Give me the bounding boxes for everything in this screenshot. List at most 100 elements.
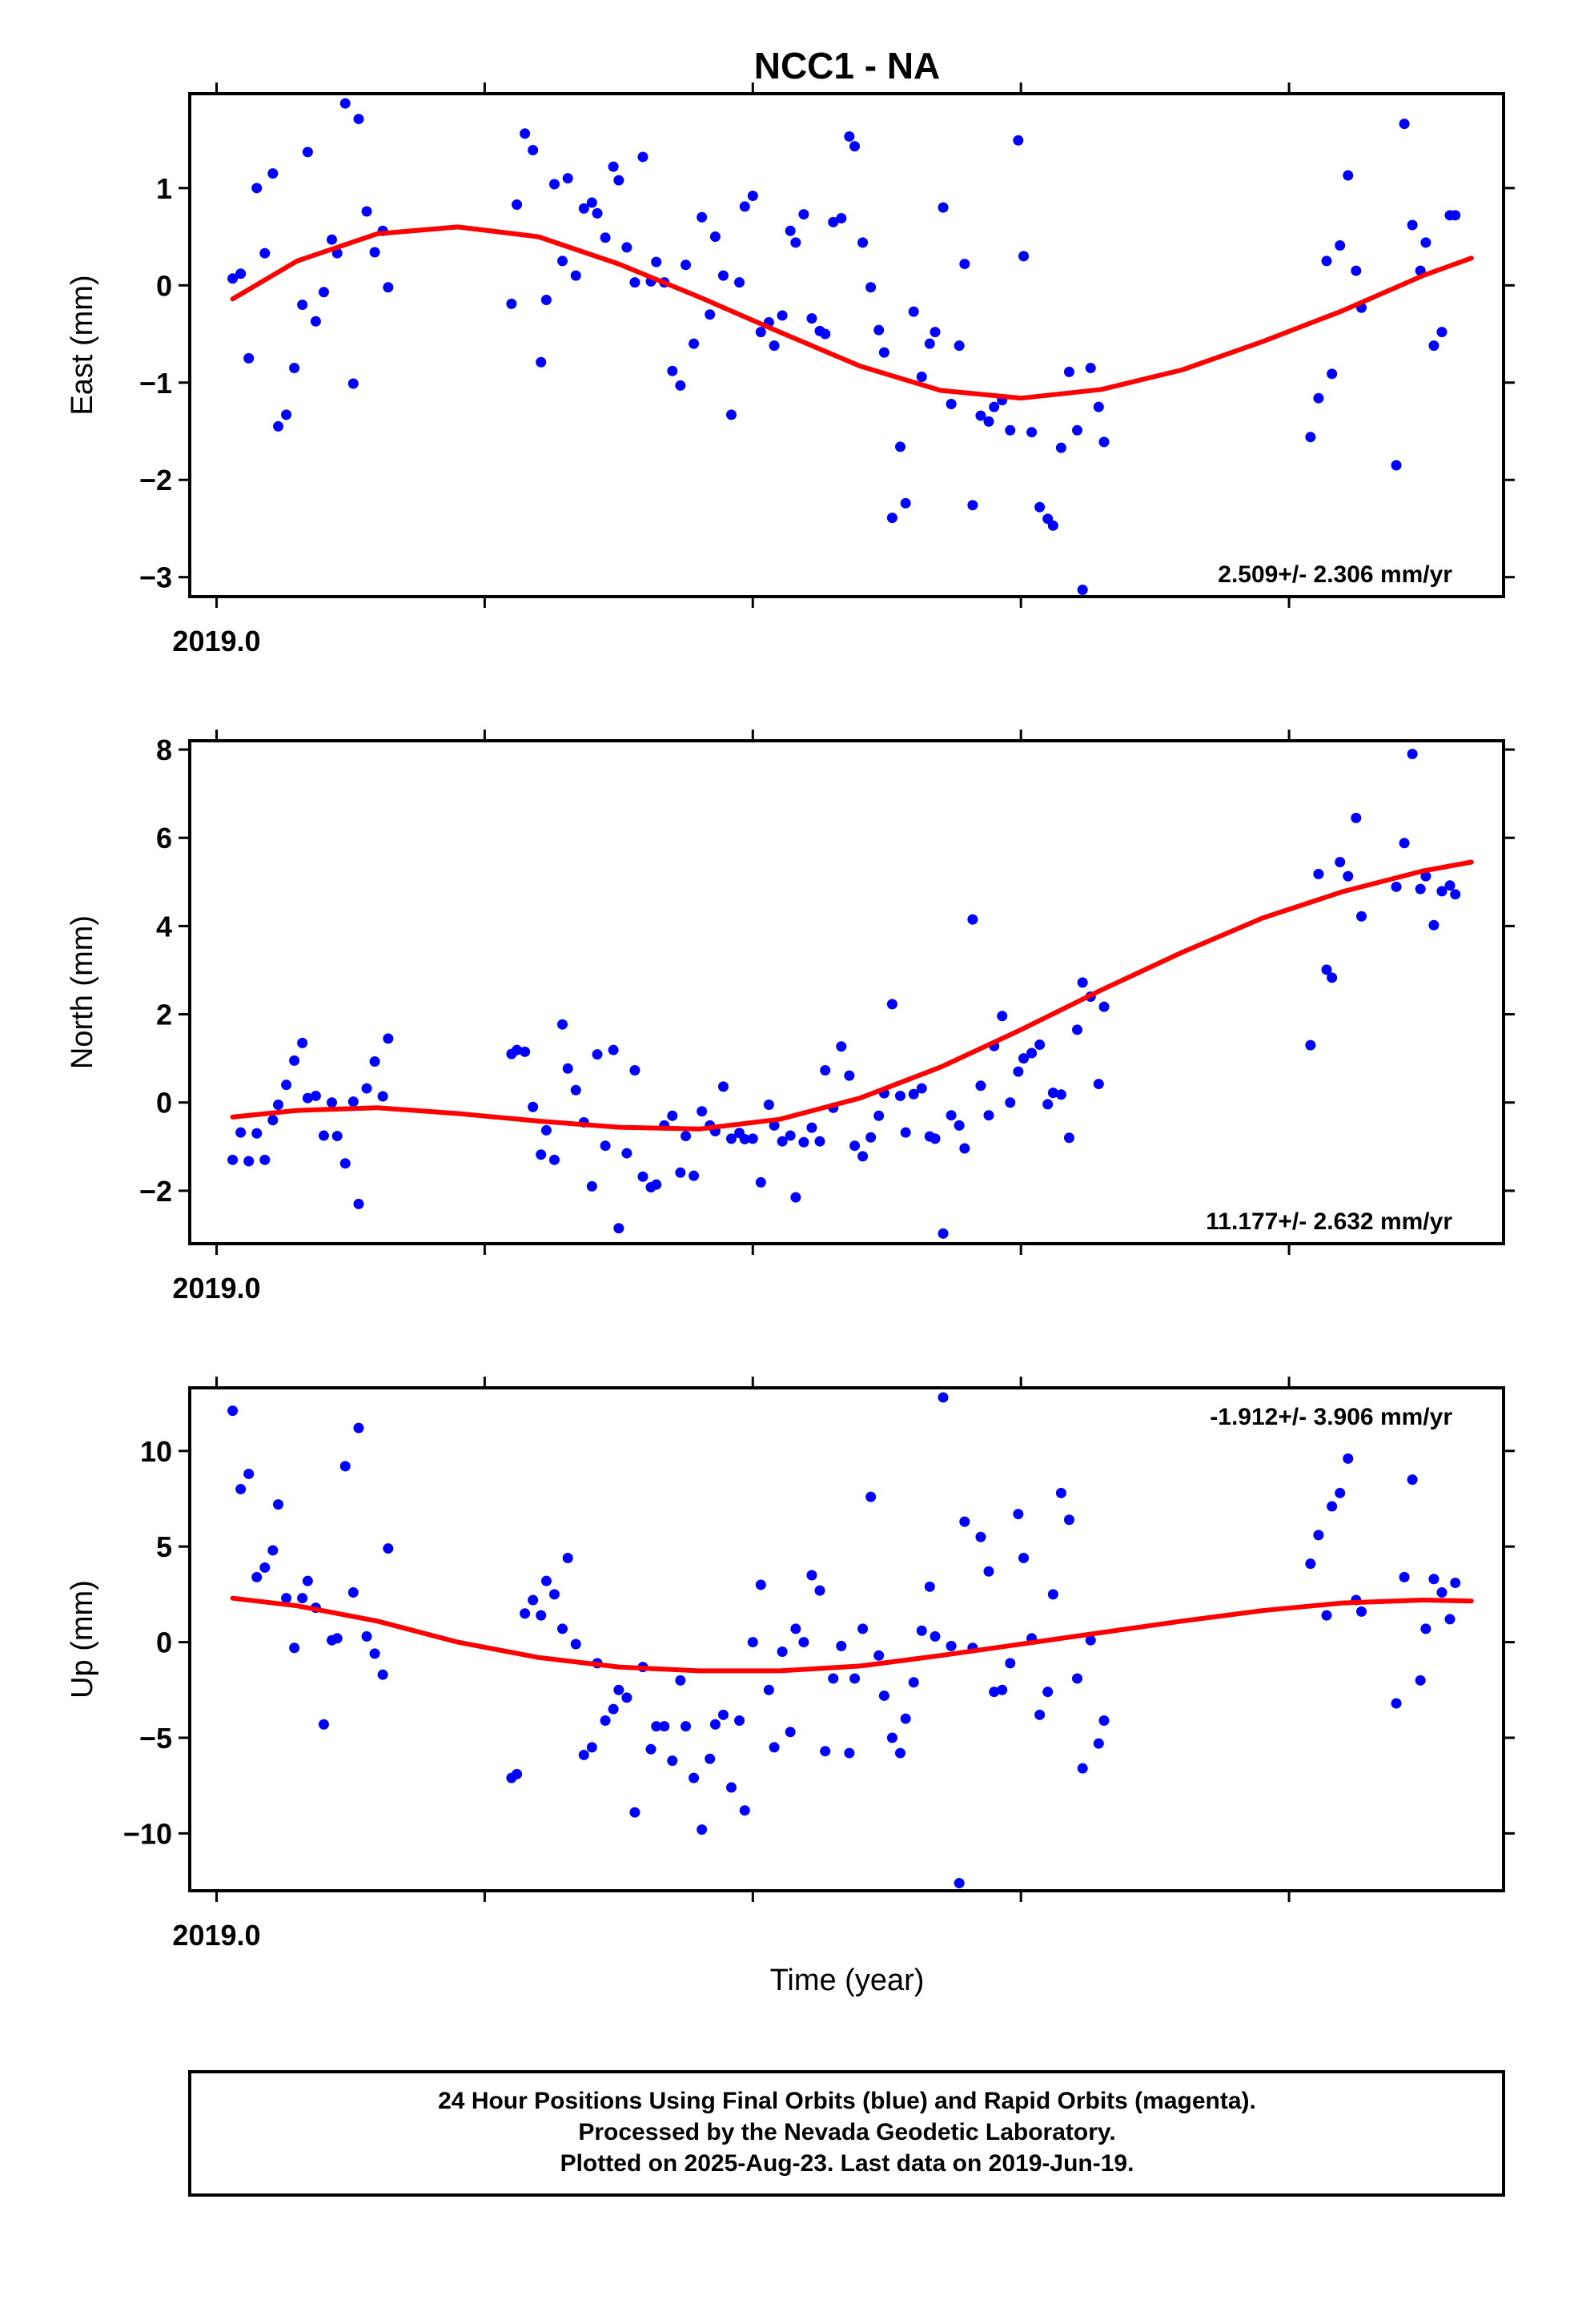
up-data-point [520, 1608, 531, 1619]
east-plot-frame [188, 92, 1505, 598]
east-data-point [562, 173, 573, 184]
north-data-point [1343, 870, 1354, 882]
east-data-point [681, 259, 692, 271]
east-data-point [886, 513, 897, 524]
up-data-point [790, 1623, 801, 1634]
up-data-point [1085, 1634, 1096, 1646]
up-data-point [659, 1721, 670, 1732]
up-data-point [1343, 1453, 1354, 1464]
north-data-point [857, 1151, 869, 1162]
north-data-point [592, 1049, 603, 1060]
north-data-point [1055, 1089, 1066, 1100]
east-data-point [1005, 424, 1016, 436]
up-data-point [755, 1579, 766, 1590]
east-data-point [836, 212, 847, 223]
up-data-point [814, 1585, 825, 1596]
east-data-point [578, 203, 589, 214]
north-data-point [894, 1090, 905, 1101]
north-data-point [983, 1110, 994, 1121]
up-y-axis-title: Up (mm) [66, 1580, 99, 1699]
east-data-point [243, 352, 255, 364]
east-data-point [1026, 427, 1038, 438]
north-data-point [302, 1092, 313, 1104]
up-fit-curve [230, 1595, 1474, 1674]
up-data-point [1415, 1675, 1426, 1686]
up-data-point [924, 1581, 935, 1592]
up-data-point [954, 1877, 965, 1888]
up-data-point [1313, 1530, 1324, 1541]
east-data-point [369, 247, 380, 258]
north-data-point [600, 1140, 611, 1152]
north-data-point [353, 1198, 364, 1209]
north-data-point [873, 1110, 885, 1121]
east-x-tick-label: 2019.0 [172, 625, 260, 657]
east-data-point [959, 259, 970, 270]
up-data-point [1420, 1623, 1431, 1634]
footer-box [188, 2070, 1505, 2197]
up-data-point [763, 1684, 774, 1695]
north-data-point [1063, 1132, 1074, 1144]
east-data-point [806, 313, 817, 324]
up-data-point [725, 1782, 737, 1793]
north-x-tick-label: 2019.0 [172, 1272, 260, 1305]
north-data-point [1391, 881, 1402, 892]
east-panel: −3 −2 −1 0 1 2019.0 East (mm) 2.509+/- 2.306 mm… [66, 82, 1515, 657]
north-data-point [273, 1099, 284, 1110]
north-data-point [681, 1131, 692, 1142]
up-data-point [785, 1727, 796, 1738]
up-y-tick-label: −5 [139, 1722, 172, 1755]
north-data-point [1444, 880, 1456, 891]
east-data-point [798, 209, 809, 220]
east-data-point [967, 500, 978, 511]
east-data-point [1013, 135, 1024, 146]
north-y-tick-label: 0 [156, 1087, 172, 1120]
east-data-point [849, 141, 861, 152]
east-data-point [747, 191, 758, 202]
north-data-point [1356, 911, 1367, 922]
north-data-point [629, 1065, 640, 1076]
north-data-point [790, 1192, 801, 1203]
north-data-point [697, 1106, 708, 1117]
east-data-point [689, 338, 700, 349]
north-y-axis-title: North (mm) [66, 915, 99, 1069]
up-data-point [1055, 1487, 1066, 1498]
up-data-point [959, 1516, 970, 1527]
up-data-point [900, 1713, 911, 1724]
up-data-point [562, 1553, 573, 1564]
east-data-point [383, 282, 394, 293]
north-y-tick-label: 2 [156, 999, 172, 1031]
figure-title: NCC1 - NA [754, 45, 941, 86]
north-data-point [763, 1099, 774, 1110]
east-data-point [548, 179, 560, 190]
up-rate-annotation: -1.912+/- 3.906 mm/yr [1210, 1404, 1452, 1430]
up-data-point [651, 1721, 662, 1732]
up-data-point [536, 1610, 547, 1621]
up-data-point [894, 1747, 905, 1759]
east-data-point [908, 306, 919, 317]
north-data-point [844, 1070, 855, 1081]
footer-line-1: 24 Hour Positions Using Final Orbits (bl… [438, 2088, 1256, 2114]
up-data-point [289, 1642, 300, 1654]
east-data-layer [227, 98, 1474, 595]
up-data-point [528, 1594, 539, 1606]
north-data-point [251, 1128, 263, 1139]
north-data-point [540, 1124, 552, 1136]
east-data-point [675, 380, 686, 391]
east-data-point [1391, 460, 1402, 471]
north-data-point [849, 1140, 861, 1152]
east-data-point [536, 356, 547, 368]
east-data-point [629, 277, 640, 288]
up-data-point [297, 1593, 308, 1604]
north-data-point [281, 1080, 292, 1091]
east-rate-annotation: 2.509+/- 2.306 mm/yr [1218, 561, 1452, 588]
east-data-point [878, 347, 889, 358]
east-data-point [894, 441, 905, 452]
east-data-point [697, 211, 708, 223]
east-data-point [621, 242, 632, 253]
north-data-point [1321, 964, 1332, 975]
north-data-point [1072, 1024, 1083, 1035]
east-data-point [946, 398, 957, 409]
up-data-point [1093, 1738, 1104, 1749]
north-data-point [1026, 1047, 1038, 1059]
